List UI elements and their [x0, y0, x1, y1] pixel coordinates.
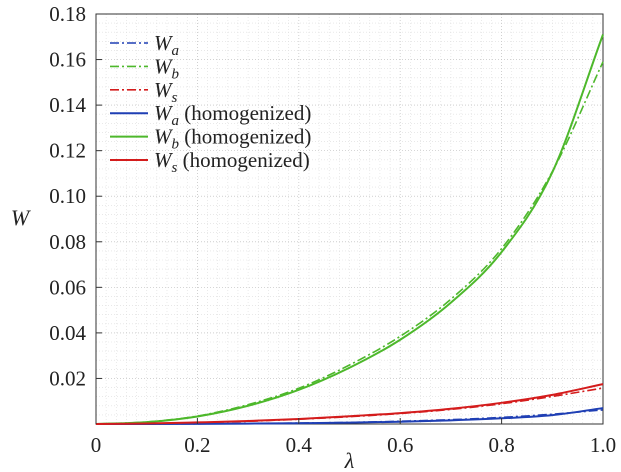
y-tick-label: 0.18 [49, 2, 86, 26]
axis-ticks: 0 0.2 0.4 0.6 0.8 1.0 0.02 0.04 0.06 0.08 0.10 0.12… [49, 2, 616, 457]
series-line-wa-homogenized [95, 407, 604, 425]
x-tick-label: 0.4 [286, 433, 313, 457]
y-tick-label: 0.04 [49, 321, 86, 345]
x-tick-label: 1.0 [590, 433, 616, 457]
grid [95, 13, 604, 425]
legend-entry: Wa [154, 31, 179, 59]
series-lines [95, 34, 604, 425]
x-tick-label: 0.2 [184, 433, 210, 457]
y-tick-label: 0.08 [49, 230, 86, 254]
plot-area-frame [95, 13, 604, 425]
legend-entry: Ws (homogenized) [154, 148, 310, 176]
x-tick-label: 0 [91, 433, 102, 457]
x-tick-label: 0.8 [488, 433, 514, 457]
y-tick-label: 0.14 [49, 93, 86, 117]
y-tick-label: 0.06 [49, 275, 86, 299]
series-line-ws-homogenized [95, 383, 604, 425]
y-tick-label: 0.02 [49, 366, 86, 390]
y-tick-label: 0.16 [49, 48, 86, 72]
legend-entry: Wa (homogenized) [154, 101, 311, 129]
legend-entry: Wb (homogenized) [154, 125, 311, 153]
legend-entry: Wb [154, 54, 180, 82]
legend-entry: Ws [154, 78, 178, 106]
y-tick-label: 0.10 [49, 184, 86, 208]
x-axis-label: λ [344, 448, 355, 472]
y-tick-label: 0.12 [49, 139, 86, 163]
y-axis-label: W [11, 205, 31, 230]
series-line-ws [95, 387, 604, 425]
series-line-wb-homogenized [95, 34, 604, 425]
x-tick-label: 0.6 [387, 433, 413, 457]
series-line-wb [95, 61, 604, 425]
